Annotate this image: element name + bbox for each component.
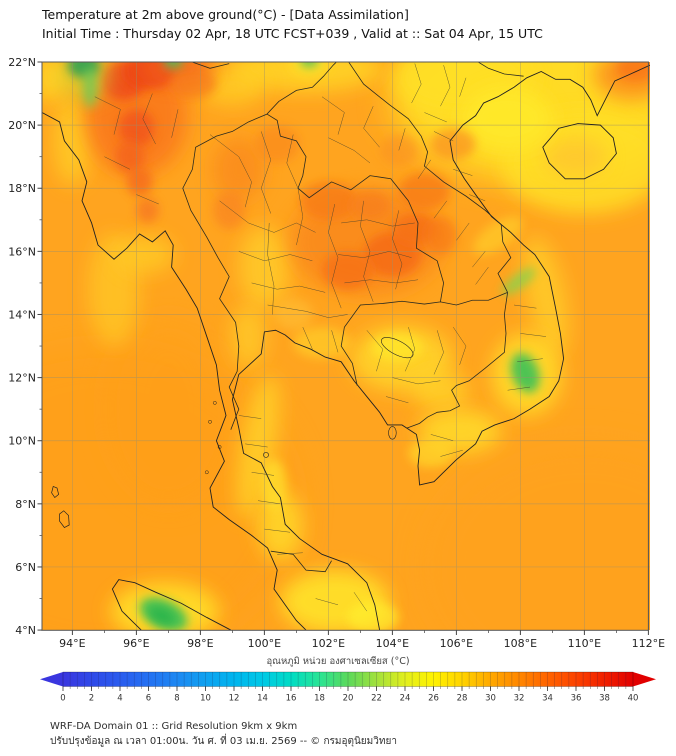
andaman-islands bbox=[52, 486, 70, 527]
map-subtitle: Initial Time : Thursday 02 Apr, 18 UTC F… bbox=[42, 26, 543, 41]
colorbar: 0 2 4 6 8 10 12 14 16 18 20 22 24 26 28 30 32 34 36 38 40 bbox=[40, 671, 656, 704]
x-axis-tick-label: 96°E bbox=[123, 637, 149, 650]
y-axis-tick-label: 6°N bbox=[15, 561, 36, 574]
colorbar-tick-label: 28 bbox=[457, 694, 468, 704]
footer-update-info: ปรับปรุงข้อมูล ณ เวลา 01:00น. วัน ศ. ที่… bbox=[50, 736, 397, 747]
colorbar-tick-label: 22 bbox=[371, 694, 382, 704]
y-axis-tick-label: 18°N bbox=[8, 182, 36, 195]
colorbar-tick-label: 40 bbox=[628, 694, 639, 704]
colorbar-gradient bbox=[63, 672, 633, 687]
y-axis-tick-label: 14°N bbox=[8, 308, 36, 321]
y-axis-tick-label: 20°N bbox=[8, 119, 36, 132]
y-axis-tick-label: 22°N bbox=[8, 56, 36, 69]
colorbar-tick-label: 34 bbox=[542, 694, 553, 704]
colorbar-tick-label: 16 bbox=[286, 694, 297, 704]
colorbar-tick-label: 8 bbox=[174, 694, 179, 704]
x-axis-tick-label: 104°E bbox=[376, 637, 409, 650]
colorbar-tick-label: 0 bbox=[60, 694, 65, 704]
colorbar-tick-label: 18 bbox=[314, 694, 325, 704]
colorbar-tick-label: 38 bbox=[599, 694, 610, 704]
colorbar-tick-label: 30 bbox=[485, 694, 496, 704]
temperature-field-layer bbox=[42, 60, 650, 631]
coastline-layer bbox=[42, 65, 650, 630]
colorbar-tick-label: 24 bbox=[400, 694, 411, 704]
x-axis-tick-label: 108°E bbox=[504, 637, 537, 650]
y-axis-tick-label: 4°N bbox=[15, 624, 36, 637]
colorbar-right-arrow bbox=[633, 672, 656, 687]
footer-domain-info: WRF-DA Domain 01 :: Grid Resolution 9km … bbox=[50, 721, 298, 732]
tonle-sap-lake bbox=[378, 333, 416, 362]
x-axis-tick-label: 98°E bbox=[187, 637, 213, 650]
colorbar-tick-label: 32 bbox=[514, 694, 525, 704]
map-footer: WRF-DA Domain 01 :: Grid Resolution 9km … bbox=[50, 719, 397, 749]
colorbar-tick-label: 4 bbox=[117, 694, 122, 704]
temperature-map: 94°E 96°E 98°E 100°E 102°E 104°E 106°E 108°E 110… bbox=[8, 56, 665, 650]
colorbar-left-arrow bbox=[40, 672, 63, 687]
phu-quoc-island bbox=[389, 427, 397, 440]
y-axis-tick-label: 12°N bbox=[8, 372, 36, 385]
colorbar-tick-label: 10 bbox=[200, 694, 211, 704]
x-axis-tick-label: 102°E bbox=[312, 637, 345, 650]
country-border-layer bbox=[183, 60, 524, 571]
colorbar-tick-label: 12 bbox=[229, 694, 240, 704]
colorbar-tick-label: 14 bbox=[257, 694, 268, 704]
axes-layer: 94°E 96°E 98°E 100°E 102°E 104°E 106°E 108°E 110… bbox=[8, 56, 665, 650]
province-border-layer bbox=[95, 64, 546, 612]
colorbar-tick-label: 20 bbox=[343, 694, 354, 704]
y-axis-tick-label: 16°N bbox=[8, 245, 36, 258]
hainan-island bbox=[543, 124, 617, 179]
colorbar-tick-label: 26 bbox=[428, 694, 439, 704]
x-axis-tick-label: 100°E bbox=[248, 637, 281, 650]
x-axis-tick-label: 110°E bbox=[568, 637, 601, 650]
colorbar-tick-label: 36 bbox=[571, 694, 582, 704]
x-axis-tick-label: 106°E bbox=[440, 637, 473, 650]
x-axis-tick-label: 94°E bbox=[59, 637, 85, 650]
map-title: Temperature at 2m above ground(°C) - [Da… bbox=[42, 7, 409, 22]
sumatra-coast bbox=[112, 580, 230, 630]
y-axis-tick-label: 8°N bbox=[15, 498, 36, 511]
y-axis-tick-label: 10°N bbox=[8, 435, 36, 448]
colorbar-title: อุณหภูมิ หน่วย องศาเซลเซียส (°C) bbox=[266, 656, 410, 667]
colorbar-tick-label: 6 bbox=[146, 694, 151, 704]
map-header: Temperature at 2m above ground(°C) - [Da… bbox=[42, 5, 543, 43]
x-axis-tick-label: 112°E bbox=[632, 637, 665, 650]
colorbar-tick-label: 2 bbox=[89, 694, 94, 704]
geo-group bbox=[42, 60, 650, 631]
